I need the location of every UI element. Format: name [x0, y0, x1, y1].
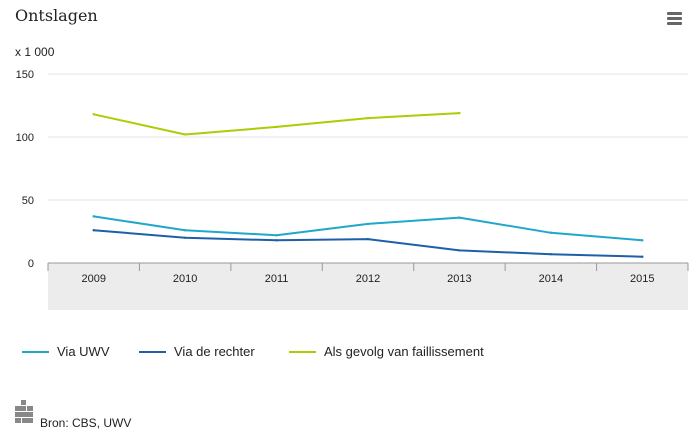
y-tick-label: 0 [28, 258, 34, 270]
data-point [549, 252, 553, 256]
x-tick-label: 2009 [81, 273, 105, 285]
hamburger-menu-icon[interactable] [667, 12, 683, 26]
y-axis-unit-label: x 1 000 [15, 45, 55, 59]
data-point [641, 239, 644, 242]
data-point [549, 231, 553, 234]
chart-title: Ontslagen [15, 6, 98, 25]
data-point [366, 237, 370, 241]
legend-label: Via UWV [57, 344, 110, 359]
legend-label: Als gevolg van faillissement [324, 344, 484, 359]
x-tick-label: 2015 [630, 273, 654, 285]
legend-item-als-gevolg-van-faillissement[interactable]: Als gevolg van faillissement [289, 344, 484, 359]
line-chart: 0 50 100 150 2009 2010 2011 2012 2013 2014 2015 [16, 69, 689, 310]
legend-swatch [22, 350, 49, 353]
data-point [641, 255, 644, 258]
x-axis-band [48, 263, 688, 310]
legend-item-via-uwv[interactable]: Via UWV [22, 344, 110, 359]
data-point [275, 234, 278, 237]
legend-swatch [139, 350, 166, 353]
data-point [275, 239, 278, 242]
data-point [366, 116, 370, 120]
cbs-logo-icon [15, 400, 33, 423]
y-tick-label: 50 [22, 195, 34, 207]
legend-swatch [289, 350, 316, 353]
legend-item-via-de-rechter[interactable]: Via de rechter [139, 344, 255, 359]
data-point [366, 222, 370, 226]
x-tick-label: 2013 [447, 273, 471, 285]
data-point [458, 216, 461, 219]
x-tick-label: 2011 [265, 273, 289, 285]
data-point [92, 113, 95, 116]
data-point [92, 229, 95, 232]
data-point [275, 125, 278, 129]
data-point [183, 133, 187, 136]
y-tick-label: 150 [16, 69, 34, 81]
legend-label: Via de rechter [174, 344, 255, 359]
x-tick-label: 2012 [356, 273, 380, 285]
data-point [92, 215, 95, 218]
x-tick-label: 2014 [539, 273, 563, 285]
y-tick-label: 100 [16, 132, 34, 144]
series-line-2 [92, 112, 461, 136]
data-point [183, 236, 187, 239]
data-point [458, 249, 461, 252]
data-point [183, 229, 187, 232]
source-text: Bron: CBS, UWV [40, 416, 132, 430]
x-tick-label: 2010 [173, 273, 197, 285]
data-point [458, 111, 461, 115]
